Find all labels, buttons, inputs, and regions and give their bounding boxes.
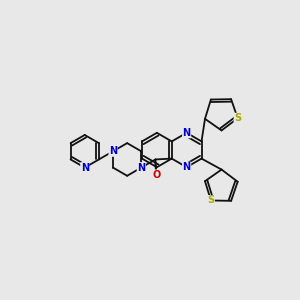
Text: N: N [81, 163, 89, 172]
Text: O: O [152, 170, 160, 180]
Text: N: N [183, 162, 191, 172]
Text: S: S [234, 113, 241, 123]
Text: N: N [137, 163, 146, 172]
Text: N: N [109, 146, 117, 156]
Text: N: N [183, 128, 191, 138]
Text: S: S [207, 196, 214, 206]
